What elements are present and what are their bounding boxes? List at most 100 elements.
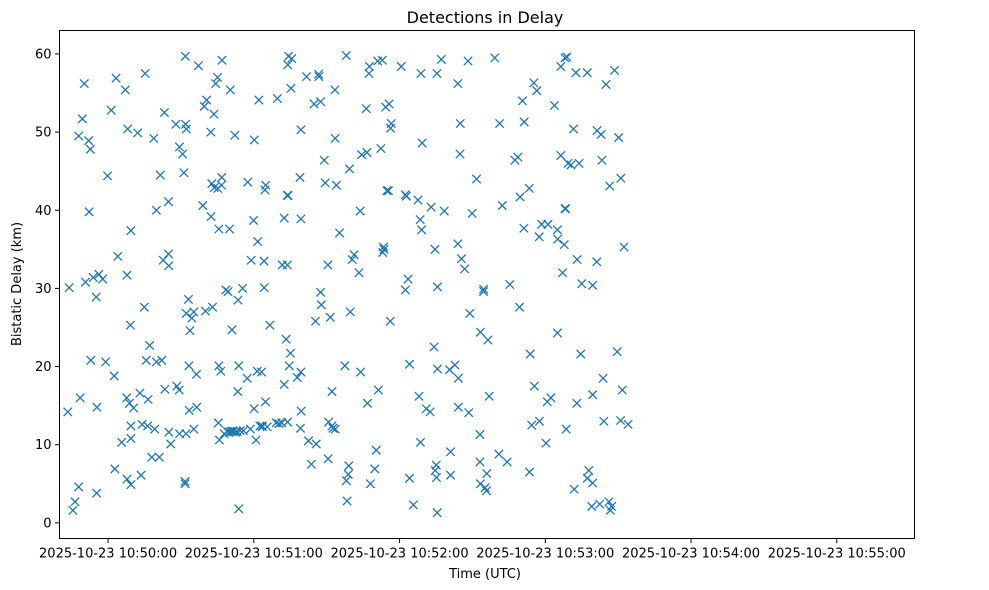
- data-point: [609, 65, 620, 76]
- data-point: [211, 78, 221, 89]
- data-point: [295, 423, 306, 433]
- data-point: [331, 180, 342, 190]
- data-point: [376, 143, 386, 154]
- data-point: [371, 445, 381, 455]
- data-point: [432, 364, 443, 374]
- data-point: [174, 385, 184, 395]
- data-point: [224, 224, 235, 234]
- data-point: [543, 219, 553, 229]
- data-point: [133, 128, 143, 138]
- data-point: [177, 149, 188, 159]
- data-point: [606, 501, 617, 512]
- data-point: [296, 406, 306, 416]
- data-point: [574, 158, 584, 169]
- data-point: [330, 133, 340, 144]
- data-point: [206, 127, 216, 137]
- data-point: [345, 307, 355, 317]
- data-point: [519, 117, 529, 127]
- data-point: [364, 68, 374, 79]
- data-point: [74, 131, 84, 141]
- data-point: [174, 142, 185, 152]
- x-tick-label: 2025-10-23 10:51:00: [185, 547, 323, 562]
- data-point: [455, 118, 465, 129]
- data-point: [413, 195, 423, 205]
- data-point: [187, 313, 197, 323]
- data-point: [214, 224, 224, 234]
- data-point: [74, 482, 84, 492]
- data-point: [598, 373, 608, 383]
- data-point: [217, 172, 227, 183]
- data-point: [212, 72, 223, 83]
- data-point: [206, 211, 216, 222]
- data-point: [282, 417, 293, 427]
- data-point: [619, 242, 629, 252]
- data-point: [475, 327, 486, 337]
- data-point: [465, 308, 475, 319]
- data-point: [453, 373, 463, 383]
- data-point: [623, 419, 633, 430]
- data-point: [404, 359, 415, 369]
- data-point: [243, 177, 253, 187]
- data-point: [136, 470, 146, 480]
- data-point: [323, 454, 333, 464]
- data-point: [613, 132, 624, 143]
- data-point: [233, 386, 243, 397]
- data-point: [242, 373, 252, 383]
- data-point: [189, 424, 199, 434]
- data-point: [588, 390, 598, 400]
- data-point: [64, 282, 74, 293]
- data-point: [596, 129, 606, 140]
- data-point: [401, 191, 412, 201]
- data-point: [617, 385, 627, 395]
- data-point: [171, 119, 181, 129]
- data-point: [546, 393, 556, 403]
- data-point: [249, 404, 259, 414]
- data-point: [532, 86, 542, 96]
- data-point: [151, 205, 162, 215]
- data-point: [383, 186, 394, 196]
- data-point: [272, 93, 283, 104]
- data-point: [601, 79, 611, 90]
- data-point: [283, 190, 293, 201]
- data-point: [365, 479, 376, 489]
- data-point: [163, 196, 174, 207]
- data-point: [77, 114, 87, 124]
- data-point: [344, 461, 354, 471]
- data-point: [323, 260, 333, 270]
- data-point: [128, 403, 139, 413]
- data-point: [111, 73, 121, 83]
- data-point: [556, 150, 566, 161]
- data-point: [249, 135, 259, 145]
- data-point: [311, 439, 321, 449]
- data-point: [362, 147, 372, 158]
- data-point: [282, 260, 292, 270]
- data-point: [274, 418, 284, 429]
- data-point: [559, 239, 569, 250]
- data-point: [327, 386, 337, 397]
- data-point: [209, 182, 219, 193]
- data-point: [143, 421, 153, 431]
- data-point: [166, 439, 176, 449]
- data-point: [163, 249, 174, 259]
- data-point: [576, 349, 586, 359]
- data-point: [505, 279, 515, 290]
- data-point: [431, 472, 442, 483]
- data-point: [568, 124, 579, 134]
- data-point: [192, 402, 202, 412]
- data-point: [552, 225, 563, 235]
- data-point: [478, 286, 489, 297]
- data-point: [149, 133, 159, 144]
- data-point: [262, 422, 272, 432]
- data-point: [309, 99, 319, 109]
- y-tick-label: 20: [35, 360, 52, 375]
- data-point: [117, 437, 127, 448]
- data-point: [284, 361, 294, 371]
- data-point: [185, 325, 195, 336]
- data-point: [415, 214, 425, 225]
- data-point: [100, 357, 111, 367]
- data-point: [279, 379, 289, 390]
- data-point: [75, 393, 85, 403]
- data-point: [253, 236, 263, 247]
- data-point: [429, 342, 439, 352]
- data-point: [92, 402, 102, 412]
